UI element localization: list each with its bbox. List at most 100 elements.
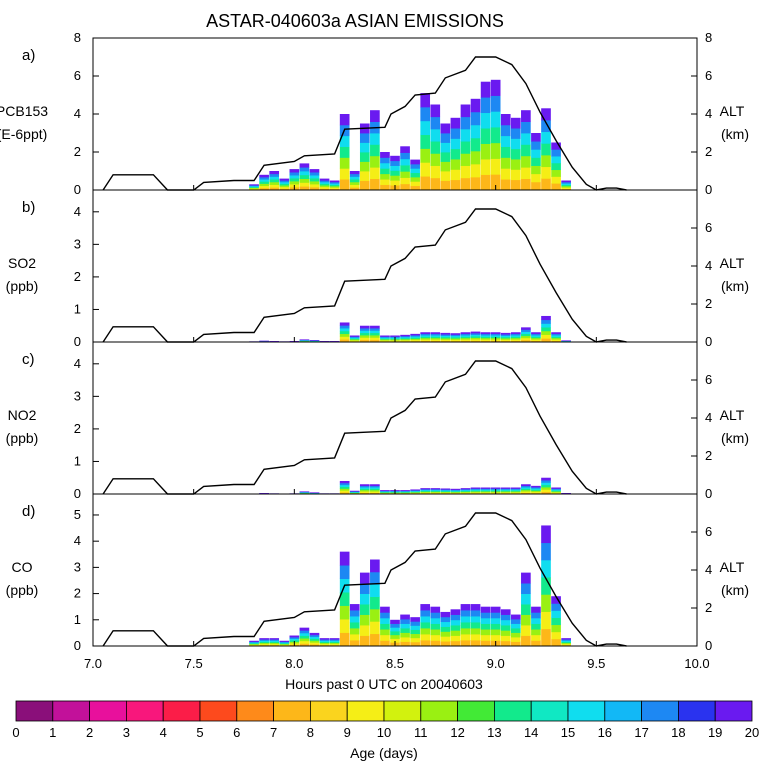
bar-age-band (400, 146, 410, 153)
bar-age-band (319, 178, 330, 181)
bar-age-band (541, 480, 551, 483)
bar-age-band (561, 638, 571, 640)
bar-age-band (359, 330, 370, 334)
bar-age-band (510, 138, 521, 150)
bar-age-band (289, 169, 300, 173)
bar-age-band (400, 619, 410, 624)
colorbar-tick-label: 19 (708, 725, 722, 740)
y-tick-label: 8 (74, 30, 81, 45)
bar-age-band (309, 178, 320, 182)
bar-age-band (450, 339, 461, 342)
bar-age-band (339, 135, 350, 147)
bar-age-band (510, 117, 521, 129)
colorbar-swatch (493, 700, 532, 722)
bar-age-band (420, 337, 431, 340)
bar-age-band (521, 487, 531, 489)
bar-age-band (490, 332, 501, 335)
bar-age-band (430, 335, 441, 337)
right-tick-label: 4 (705, 106, 712, 121)
bar-age-band (410, 168, 420, 174)
data-bar (349, 604, 360, 647)
bar-age-band (410, 172, 420, 178)
data-bar (249, 184, 259, 191)
right-tick-label: 6 (705, 68, 712, 83)
y-tick-label: 6 (74, 68, 81, 83)
bar-age-band (541, 178, 551, 191)
bar-age-band (420, 332, 431, 335)
bar-age-band (510, 488, 521, 490)
bar-age-band (541, 487, 551, 490)
bar-age-band (349, 335, 360, 337)
bar-age-band (561, 641, 571, 644)
bar-age-band (349, 490, 360, 492)
bar-age-band (460, 634, 471, 641)
bar-age-band (490, 79, 501, 96)
y-tick-label: 2 (74, 269, 81, 284)
bar-age-band (269, 184, 280, 188)
bar-age-band (521, 485, 531, 488)
bar-age-band (279, 186, 290, 189)
bar-age-band (470, 124, 481, 139)
bar-age-band (460, 339, 471, 342)
bar-age-band (450, 619, 461, 626)
bar-age-band (410, 163, 420, 169)
x-tick-label: 7.0 (84, 656, 102, 671)
bar-age-band (319, 641, 330, 644)
bar-age-band (339, 551, 350, 566)
bar-age-band (309, 634, 320, 638)
bar-age-band (359, 484, 370, 487)
bar-age-band (531, 640, 541, 647)
bar-age-band (339, 330, 350, 335)
bar-age-band (541, 489, 551, 493)
data-bar (500, 487, 511, 495)
bar-age-band (410, 629, 420, 635)
bar-age-band (400, 338, 410, 341)
bar-age-band (359, 635, 370, 647)
bar-age-band (410, 181, 420, 187)
bar-age-band (349, 491, 360, 493)
x-tick-label: 8.5 (386, 656, 404, 671)
bar-age-band (440, 171, 451, 181)
data-bar (279, 178, 290, 191)
bar-age-band (521, 167, 531, 179)
bar-age-band (450, 159, 461, 170)
bar-age-band (541, 323, 551, 328)
bar-age-band (430, 177, 441, 191)
bar-age-band (420, 640, 431, 647)
y-tick-label: 1 (74, 612, 81, 627)
bar-age-band (370, 633, 380, 647)
bar-age-band (440, 490, 451, 492)
right-axis-label: ALT (720, 559, 745, 575)
bar-age-band (541, 525, 551, 544)
bar-age-band (541, 108, 551, 121)
bar-age-band (541, 166, 551, 179)
bar-age-band (510, 339, 521, 342)
bar-age-band (521, 121, 531, 134)
data-bar (410, 617, 420, 647)
bar-age-band (460, 492, 471, 494)
bar-age-band (259, 187, 269, 191)
bar-age-band (359, 489, 370, 492)
bar-age-band (430, 623, 441, 630)
right-axis-label: ALT (720, 255, 745, 271)
bar-age-band (370, 167, 380, 179)
colorbar-tick-label: 8 (307, 725, 314, 740)
bar-age-band (500, 619, 511, 626)
bar-age-band (370, 330, 380, 334)
bar-age-band (410, 176, 420, 182)
panel-units: (ppb) (6, 430, 39, 446)
colorbar-tick-label: 4 (160, 725, 167, 740)
data-bar (380, 606, 390, 647)
bar-age-band (480, 174, 491, 191)
bar-age-band (430, 336, 441, 339)
bar-age-band (400, 492, 410, 494)
bar-age-band (531, 165, 541, 175)
data-bar (420, 93, 431, 191)
right-tick-label: 4 (705, 562, 712, 577)
bar-age-band (531, 491, 541, 494)
bar-age-band (440, 142, 451, 153)
y-tick-label: 4 (74, 533, 81, 548)
data-bar (510, 614, 521, 647)
bar-age-band (541, 482, 551, 486)
